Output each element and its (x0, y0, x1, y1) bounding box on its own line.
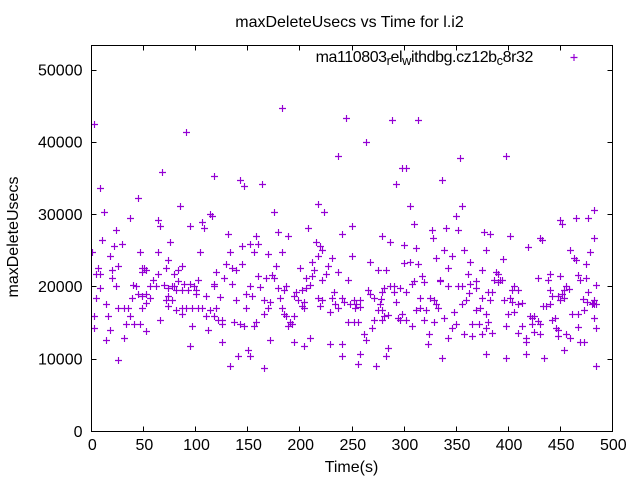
svg-text:maxDeleteUsecs vs Time for l.i: maxDeleteUsecs vs Time for l.i2 (235, 14, 464, 31)
svg-text:50000: 50000 (38, 62, 83, 79)
svg-text:0: 0 (88, 437, 97, 454)
svg-text:30000: 30000 (38, 207, 83, 224)
svg-text:Time(s): Time(s) (325, 459, 379, 476)
svg-text:350: 350 (444, 437, 471, 454)
svg-text:40000: 40000 (38, 135, 83, 152)
svg-text:200: 200 (287, 437, 314, 454)
svg-text:0: 0 (74, 424, 83, 441)
svg-text:20000: 20000 (38, 279, 83, 296)
svg-text:450: 450 (548, 437, 575, 454)
svg-text:50: 50 (136, 437, 154, 454)
svg-text:300: 300 (392, 437, 419, 454)
svg-text:150: 150 (235, 437, 262, 454)
svg-text:ma110803relwithdbg.cz12bc8r32: ma110803relwithdbg.cz12bc8r32 (316, 49, 534, 68)
svg-text:10000: 10000 (38, 352, 83, 369)
svg-text:500: 500 (600, 437, 627, 454)
svg-text:250: 250 (339, 437, 366, 454)
svg-text:400: 400 (496, 437, 523, 454)
svg-text:100: 100 (183, 437, 210, 454)
svg-text:maxDeleteUsecs: maxDeleteUsecs (5, 177, 22, 298)
